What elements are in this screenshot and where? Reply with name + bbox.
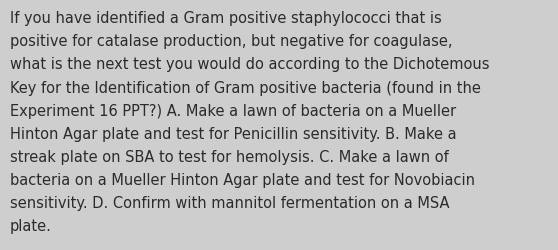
Text: positive for catalase production, but negative for coagulase,: positive for catalase production, but ne… (10, 34, 453, 49)
Text: sensitivity. D. Confirm with mannitol fermentation on a MSA: sensitivity. D. Confirm with mannitol fe… (10, 195, 450, 210)
Text: Hinton Agar plate and test for Penicillin sensitivity. B. Make a: Hinton Agar plate and test for Penicilli… (10, 126, 456, 141)
Text: Key for the Identification of Gram positive bacteria (found in the: Key for the Identification of Gram posit… (10, 80, 481, 95)
Text: plate.: plate. (10, 218, 52, 233)
Text: Experiment 16 PPT?) A. Make a lawn of bacteria on a Mueller: Experiment 16 PPT?) A. Make a lawn of ba… (10, 103, 456, 118)
Text: streak plate on SBA to test for hemolysis. C. Make a lawn of: streak plate on SBA to test for hemolysi… (10, 149, 449, 164)
Text: what is the next test you would do according to the Dichotemous: what is the next test you would do accor… (10, 57, 489, 72)
Text: If you have identified a Gram positive staphylococci that is: If you have identified a Gram positive s… (10, 11, 442, 26)
Text: bacteria on a Mueller Hinton Agar plate and test for Novobiacin: bacteria on a Mueller Hinton Agar plate … (10, 172, 475, 187)
